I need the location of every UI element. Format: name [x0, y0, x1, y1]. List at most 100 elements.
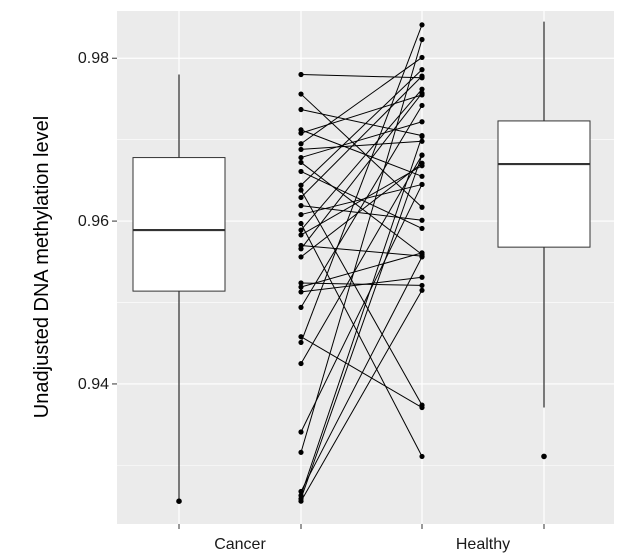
- box: [132, 157, 226, 292]
- pair: [298, 90, 425, 252]
- cancer-point: [298, 220, 304, 227]
- cancer-point: [298, 159, 304, 166]
- healthy-point: [419, 250, 425, 256]
- cancer-point: [298, 154, 304, 161]
- healthy-point: [419, 160, 425, 166]
- pair-line: [300, 252, 423, 288]
- y-tick-label: 0.96: [78, 213, 109, 230]
- pair-line: [300, 57, 423, 145]
- healthy-point: [419, 287, 425, 293]
- y-axis: 0.94 0.96 0.98: [78, 50, 117, 393]
- pair: [298, 181, 425, 435]
- x-axis: Cancer Healthy: [178, 524, 545, 553]
- pair: [298, 54, 425, 147]
- cancer-point: [298, 130, 304, 136]
- pair-line: [300, 154, 423, 364]
- cancer-point: [298, 498, 304, 504]
- healthy-point: [419, 133, 425, 139]
- cancer-point: [298, 203, 304, 209]
- x-tick-label: Healthy: [456, 536, 510, 553]
- cancer-point: [298, 91, 304, 97]
- cancer-point: [298, 187, 304, 193]
- pair-line: [300, 189, 423, 406]
- pair-line: [300, 223, 423, 457]
- pair-line: [300, 39, 423, 453]
- pair-line: [300, 92, 423, 250]
- healthy-point: [419, 282, 425, 289]
- paired-lines: [298, 22, 425, 504]
- boxplot-healthy: [497, 21, 591, 460]
- cancer-point: [298, 146, 304, 153]
- cancer-point: [298, 168, 304, 175]
- pair: [298, 254, 425, 495]
- pair-line: [300, 88, 423, 231]
- cancer-point: [298, 141, 304, 147]
- cancer-point: [298, 449, 304, 455]
- pair: [298, 86, 425, 233]
- boxplot-cancer: [132, 74, 226, 505]
- pair-line: [300, 245, 423, 257]
- healthy-point: [419, 181, 425, 188]
- healthy-point: [419, 217, 425, 223]
- cancer-point: [298, 339, 304, 346]
- pair-line: [300, 24, 423, 343]
- cancer-point: [298, 182, 304, 188]
- pair-line: [300, 162, 423, 258]
- pair: [298, 287, 425, 504]
- pair-line: [300, 109, 423, 137]
- pair-line: [300, 336, 423, 408]
- y-tick-label: 0.94: [78, 376, 109, 393]
- pair-line: [300, 105, 423, 308]
- cancer-point: [298, 304, 304, 310]
- pair-line: [300, 290, 423, 502]
- pair: [298, 102, 425, 310]
- y-tick-label: 0.98: [78, 50, 109, 67]
- healthy-point: [419, 73, 425, 79]
- pair-line: [300, 129, 423, 177]
- cancer-point: [298, 232, 304, 238]
- pair: [298, 250, 425, 290]
- cancer-point: [298, 246, 304, 252]
- pair: [298, 73, 425, 201]
- healthy-point: [419, 119, 425, 125]
- pair: [298, 67, 425, 188]
- cancer-point: [298, 71, 304, 78]
- healthy-point: [419, 102, 425, 109]
- healthy-point: [419, 274, 425, 280]
- healthy-point: [419, 86, 425, 92]
- cancer-point: [298, 289, 304, 295]
- cancer-point: [298, 360, 304, 367]
- pair: [298, 160, 425, 260]
- pair-line: [300, 93, 423, 208]
- y-axis-title: Unadjusted DNA methylation level: [31, 116, 53, 418]
- cancer-point: [298, 227, 304, 233]
- cancer-point: [298, 280, 304, 286]
- pair-line: [300, 94, 423, 134]
- pair: [298, 203, 425, 223]
- outlier-point: [541, 453, 547, 460]
- healthy-point: [419, 36, 425, 43]
- pair: [298, 91, 425, 210]
- healthy-point: [419, 225, 425, 232]
- pair-line: [300, 75, 423, 198]
- healthy-point: [419, 152, 425, 158]
- healthy-point: [419, 453, 425, 460]
- pair-line: [300, 154, 423, 499]
- healthy-point: [419, 67, 425, 73]
- cancer-point: [298, 194, 304, 201]
- cancer-point: [298, 429, 304, 435]
- cancer-point: [298, 284, 304, 290]
- pair-line: [300, 136, 423, 496]
- pair: [298, 22, 425, 346]
- pair-line: [300, 184, 423, 433]
- pair-line: [300, 140, 423, 150]
- pair-line: [300, 69, 423, 186]
- healthy-point: [419, 173, 425, 179]
- cancer-point: [298, 211, 304, 218]
- healthy-point: [419, 22, 425, 28]
- pair-line: [300, 205, 423, 221]
- pair-line: [300, 256, 423, 492]
- healthy-point: [419, 204, 425, 210]
- x-tick-label: Cancer: [214, 536, 266, 553]
